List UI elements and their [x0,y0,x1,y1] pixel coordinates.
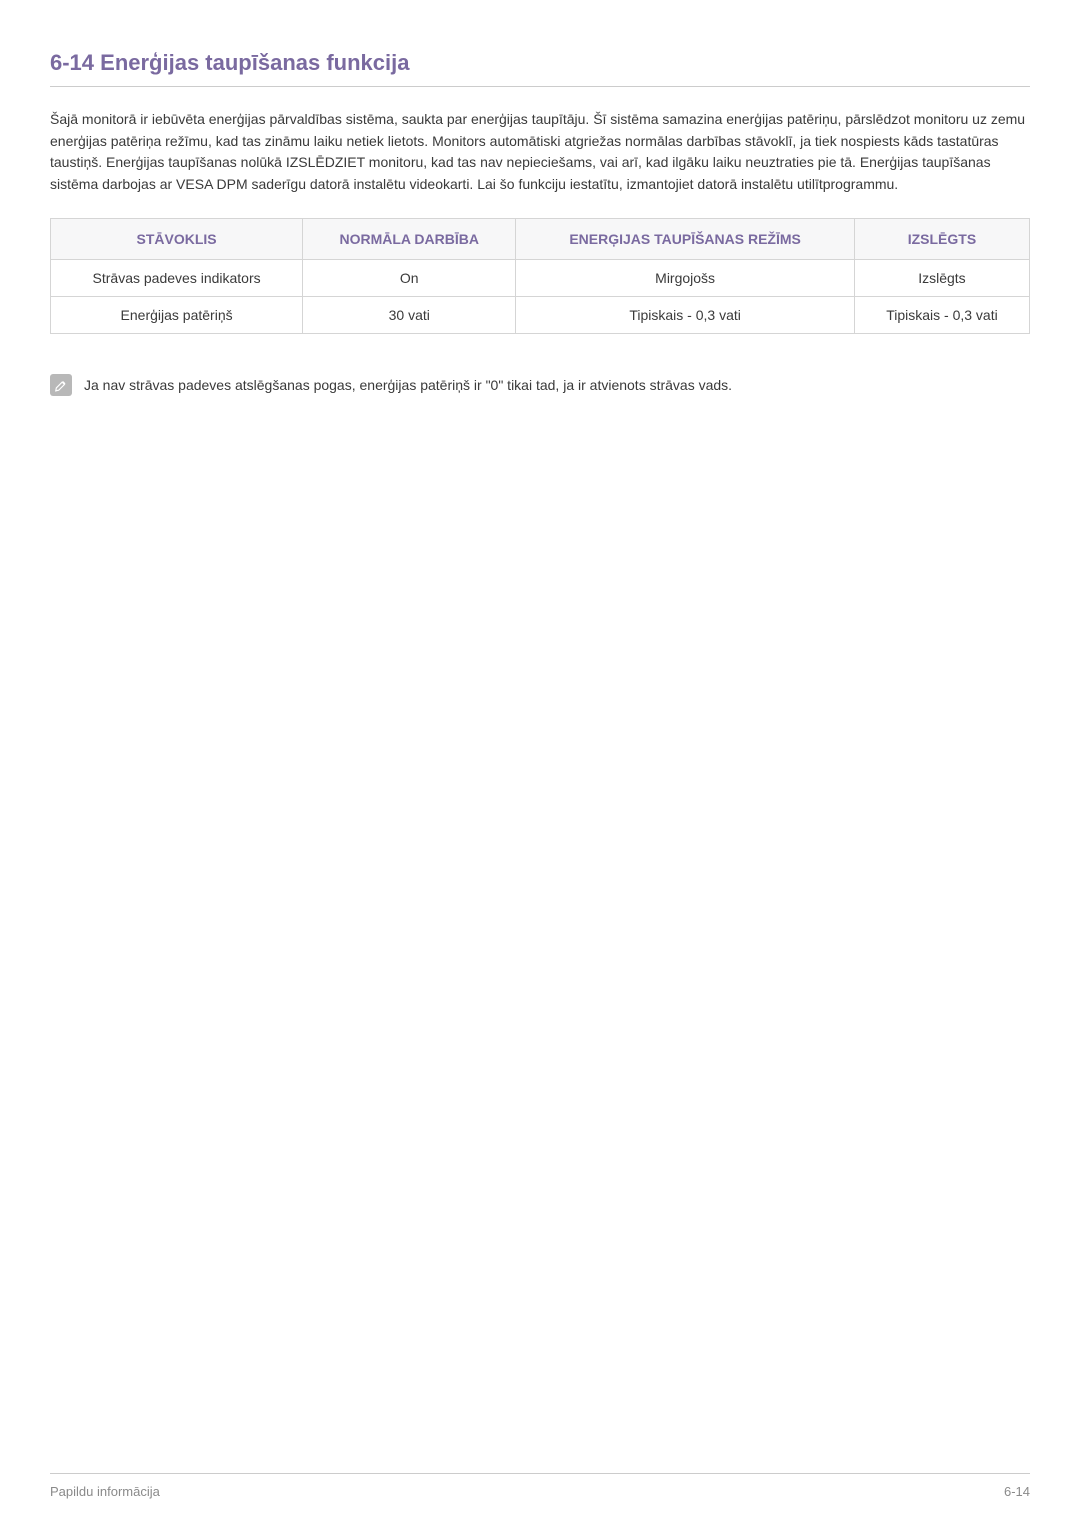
footer-right: 6-14 [1004,1484,1030,1499]
intro-paragraph: Šajā monitorā ir iebūvēta enerģijas pārv… [50,109,1030,196]
note-block: Ja nav strāvas padeves atslēgšanas pogas… [50,374,1030,396]
spec-table: STĀVOKLIS NORMĀLA DARBĪBA ENERĢIJAS TAUP… [50,218,1030,334]
cell: Enerģijas patēriņš [51,296,303,333]
footer-left: Papildu informācija [50,1484,160,1499]
cell: On [303,259,516,296]
col-header-off: IZSLĒGTS [854,218,1029,259]
col-header-state: STĀVOKLIS [51,218,303,259]
page-footer: Papildu informācija 6-14 [50,1473,1030,1499]
col-header-saving: ENERĢIJAS TAUPĪŠANAS REŽĪMS [516,218,855,259]
note-text: Ja nav strāvas padeves atslēgšanas pogas… [84,374,732,396]
cell: Tipiskais - 0,3 vati [516,296,855,333]
cell: Tipiskais - 0,3 vati [854,296,1029,333]
cell: Mirgojošs [516,259,855,296]
table-header-row: STĀVOKLIS NORMĀLA DARBĪBA ENERĢIJAS TAUP… [51,218,1030,259]
cell: 30 vati [303,296,516,333]
cell: Izslēgts [854,259,1029,296]
table-row: Enerģijas patēriņš 30 vati Tipiskais - 0… [51,296,1030,333]
note-icon [50,374,72,396]
section-heading: 6-14 Enerģijas taupīšanas funkcija [50,50,1030,87]
cell: Strāvas padeves indikators [51,259,303,296]
col-header-normal: NORMĀLA DARBĪBA [303,218,516,259]
table-row: Strāvas padeves indikators On Mirgojošs … [51,259,1030,296]
